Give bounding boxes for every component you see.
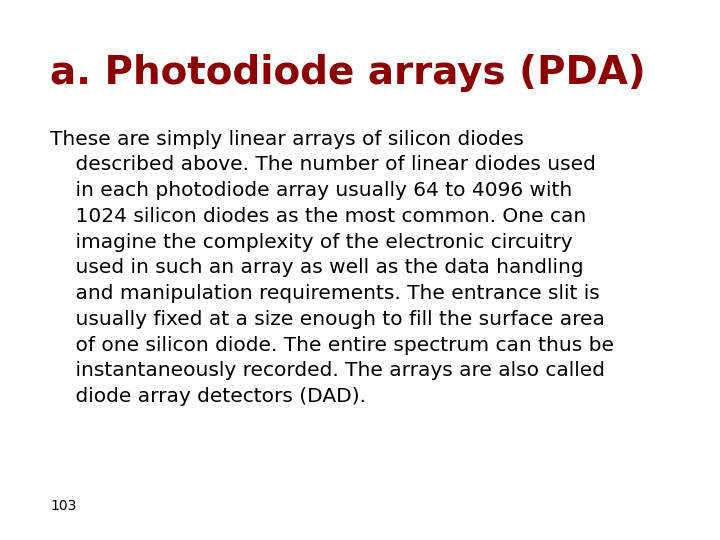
Text: 103: 103 [50,499,77,513]
Text: a. Photodiode arrays (PDA): a. Photodiode arrays (PDA) [50,54,646,92]
Text: These are simply linear arrays of silicon diodes
    described above. The number: These are simply linear arrays of silico… [50,130,614,406]
